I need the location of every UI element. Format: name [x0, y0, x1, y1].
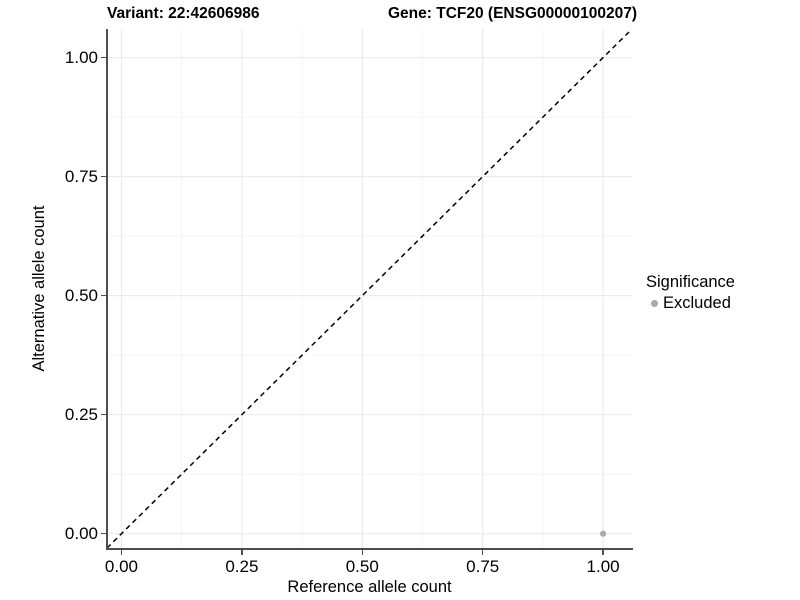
x-tick-mark — [481, 550, 484, 555]
legend-title: Significance — [646, 273, 735, 291]
x-tick-mark — [120, 550, 123, 555]
legend-dot-icon — [650, 299, 658, 307]
x-axis-line — [106, 548, 633, 550]
plot-panel — [107, 29, 632, 548]
figure-title-row: Variant: 22:42606986 Gene: TCF20 (ENSG00… — [0, 4, 800, 26]
x-tick-label: 0.25 — [225, 557, 259, 576]
legend-entry[interactable]: Excluded — [646, 293, 796, 313]
legend-entry-label: Excluded — [663, 294, 731, 312]
x-tick-mark — [361, 550, 363, 555]
x-tick-label: 0.50 — [345, 557, 379, 576]
y-tick-label: 0.75 — [64, 166, 98, 186]
y-tick-label: 1.00 — [64, 47, 98, 67]
legend: Significance Excluded — [646, 272, 796, 313]
identity-reference-line — [107, 29, 632, 548]
y-tick-mark — [101, 413, 106, 416]
y-tick-mark — [101, 294, 106, 297]
x-tick-mark — [602, 550, 604, 555]
x-tick-label: 1.00 — [586, 557, 620, 576]
legend-key — [646, 293, 662, 313]
y-tick-mark — [101, 175, 106, 178]
y-tick-mark — [101, 533, 106, 535]
y-tick-mark — [101, 56, 106, 59]
x-tick-mark — [241, 550, 243, 555]
y-axis-line — [106, 29, 108, 550]
gene-title: Gene: TCF20 (ENSG00000100207) — [388, 5, 637, 22]
y-axis-label: Alternative allele count — [30, 205, 48, 372]
x-tick-label: 0.00 — [104, 557, 138, 576]
data-point[interactable] — [600, 530, 607, 537]
y-tick-label: 0.50 — [64, 285, 98, 305]
y-tick-label: 0.25 — [64, 404, 98, 424]
y-tick-label: 0.00 — [64, 523, 98, 543]
grid-lines — [107, 29, 632, 548]
x-axis-label: Reference allele count — [287, 578, 452, 596]
legend-entries: Excluded — [646, 293, 796, 313]
x-tick-label: 0.75 — [466, 557, 500, 576]
data-layer — [107, 29, 632, 548]
variant-title: Variant: 22:42606986 — [107, 5, 260, 22]
